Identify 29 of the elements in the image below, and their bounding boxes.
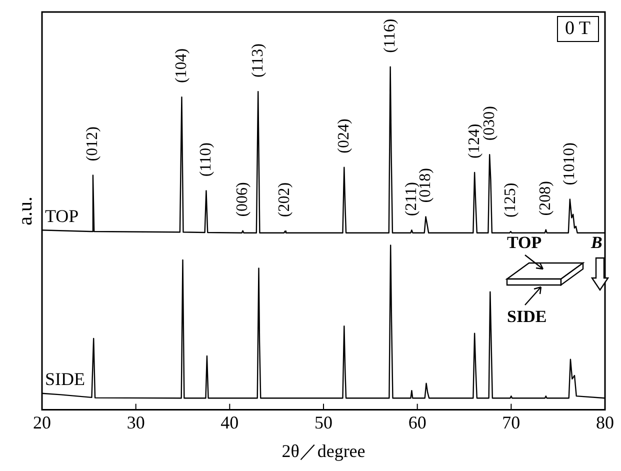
annotation: (024) [335, 118, 352, 154]
x-tick-label: 30 [126, 412, 145, 432]
y-axis-title: a.u. [14, 196, 36, 226]
annotation: (030) [480, 106, 498, 141]
x-tick-label: 50 [314, 412, 332, 432]
annotation: SIDE [507, 306, 547, 327]
annotation: B [591, 232, 602, 253]
text: 0 T [557, 16, 599, 42]
series-label: TOP [45, 206, 79, 226]
x-tick-label: 80 [596, 412, 614, 432]
annotation: (113) [249, 43, 266, 78]
annotation: (110) [197, 142, 214, 177]
x-tick-label: 40 [220, 412, 239, 432]
x-tick-label: 60 [408, 412, 426, 432]
annotation: (124) [466, 124, 483, 158]
annotation: (1010) [561, 142, 578, 186]
annotation: TOP [507, 232, 542, 253]
annotation: (104) [172, 48, 190, 84]
annotation: (211) [402, 182, 420, 216]
annotation: (116) [382, 18, 399, 53]
annotation: (125) [502, 182, 519, 218]
annotation: (202) [276, 182, 294, 218]
annotation: (006) [234, 182, 252, 217]
series-label: SIDE [45, 369, 86, 390]
x-axis-title: 2θ／degree [282, 440, 366, 461]
annotation: (012) [84, 126, 102, 162]
x-tick-label: 70 [502, 412, 520, 432]
x-tick-label: 20 [33, 412, 51, 432]
annotation: (208) [537, 181, 554, 216]
